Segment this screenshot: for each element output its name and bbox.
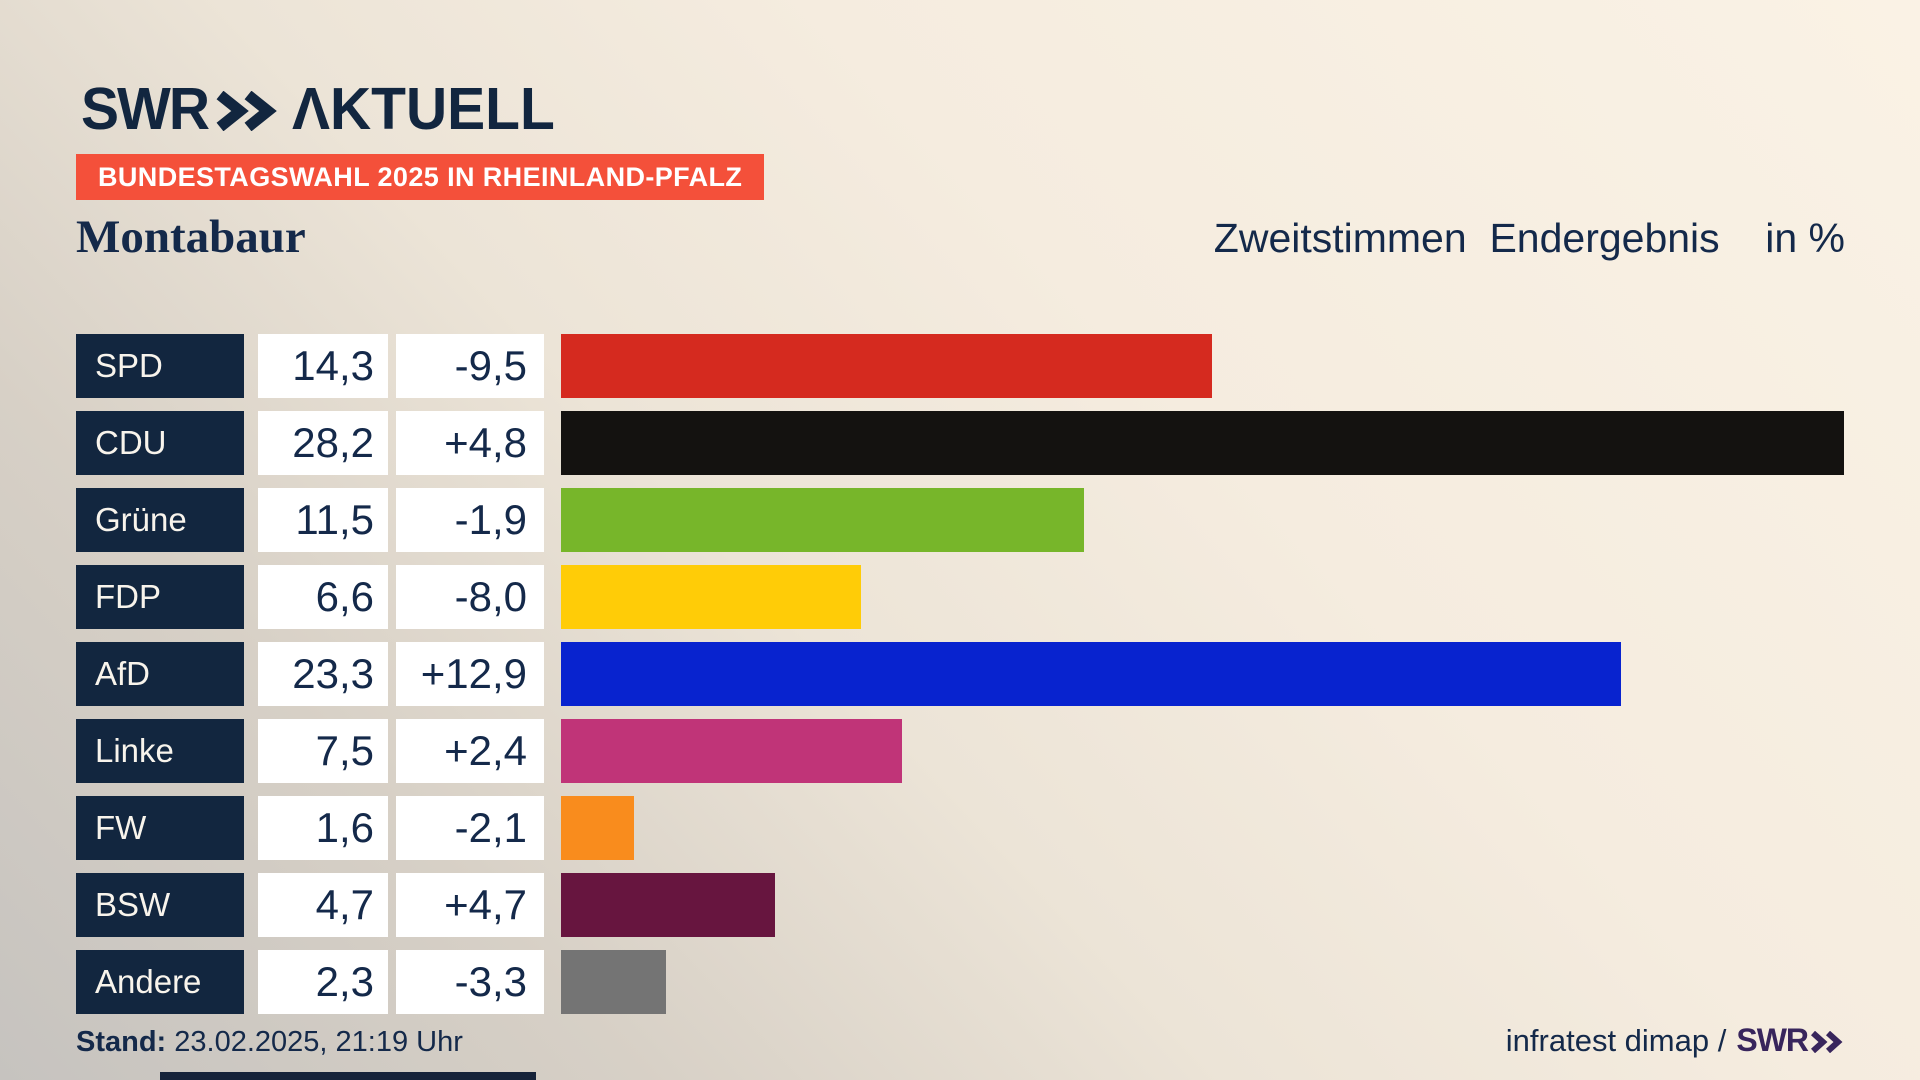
source-credit: infratest dimap / SWR bbox=[1506, 1022, 1845, 1059]
chart-row: FDP 6,6 -8,0 bbox=[76, 565, 1844, 629]
title-row: Montabaur Zweitstimmen Endergebnis in % bbox=[76, 210, 1845, 264]
result-bar bbox=[561, 642, 1621, 706]
change-value: +4,7 bbox=[396, 873, 544, 937]
change-value: -1,9 bbox=[396, 488, 544, 552]
party-label: BSW bbox=[76, 873, 244, 937]
party-label: FW bbox=[76, 796, 244, 860]
result-value: 11,5 bbox=[258, 488, 388, 552]
change-value: +2,4 bbox=[396, 719, 544, 783]
result-value: 4,7 bbox=[258, 873, 388, 937]
result-value: 28,2 bbox=[258, 411, 388, 475]
election-badge: BUNDESTAGSWAHL 2025 IN RHEINLAND-PFALZ bbox=[76, 154, 765, 200]
party-label: FDP bbox=[76, 565, 244, 629]
change-value: -9,5 bbox=[396, 334, 544, 398]
change-value: -3,3 bbox=[396, 950, 544, 1014]
region-title: Montabaur bbox=[76, 211, 306, 263]
result-value: 1,6 bbox=[258, 796, 388, 860]
chart-title: Zweitstimmen Endergebnis in % bbox=[1213, 215, 1845, 261]
chart-row: FW 1,6 -2,1 bbox=[76, 796, 1844, 860]
party-label: AfD bbox=[76, 642, 244, 706]
chart-row: AfD 23,3 +12,9 bbox=[76, 642, 1844, 706]
bottom-accent-bar bbox=[160, 1072, 536, 1080]
result-value: 23,3 bbox=[258, 642, 388, 706]
result-bar bbox=[561, 796, 634, 860]
change-value: +12,9 bbox=[396, 642, 544, 706]
chart-row: BSW 4,7 +4,7 bbox=[76, 873, 1844, 937]
change-value: +4,8 bbox=[396, 411, 544, 475]
footer: Stand: 23.02.2025, 21:19 Uhr infratest d… bbox=[76, 1022, 1845, 1059]
result-value: 7,5 bbox=[258, 719, 388, 783]
result-value: 14,3 bbox=[258, 334, 388, 398]
party-label: Grüne bbox=[76, 488, 244, 552]
result-bar bbox=[561, 488, 1084, 552]
result-bar bbox=[561, 334, 1212, 398]
stand-label: Stand: bbox=[76, 1026, 167, 1058]
change-value: -2,1 bbox=[396, 796, 544, 860]
aktuell-logo-text: ΛKTUELL bbox=[291, 75, 555, 143]
stand-value: 23.02.2025, 21:19 Uhr bbox=[166, 1026, 463, 1058]
result-bar bbox=[561, 565, 861, 629]
result-bar bbox=[561, 719, 902, 783]
result-bar bbox=[561, 950, 666, 1014]
swr-logo-text: SWR bbox=[81, 75, 210, 143]
party-label: Linke bbox=[76, 719, 244, 783]
party-label: SPD bbox=[76, 334, 244, 398]
chart-row: Andere 2,3 -3,3 bbox=[76, 950, 1844, 1014]
result-value: 2,3 bbox=[258, 950, 388, 1014]
bar-chart: SPD 14,3 -9,5 CDU 28,2 +4,8 Grüne 11,5 -… bbox=[76, 334, 1844, 1027]
change-value: -8,0 bbox=[396, 565, 544, 629]
swr-aktuell-logo: SWR ΛKTUELL bbox=[81, 75, 555, 143]
party-label: CDU bbox=[76, 411, 244, 475]
source-text: infratest dimap / bbox=[1505, 1023, 1727, 1058]
chart-row: Grüne 11,5 -1,9 bbox=[76, 488, 1844, 552]
party-label: Andere bbox=[76, 950, 244, 1014]
chart-row: Linke 7,5 +2,4 bbox=[76, 719, 1844, 783]
chart-row: CDU 28,2 +4,8 bbox=[76, 411, 1844, 475]
swr-double-chevron-icon bbox=[216, 91, 282, 131]
result-value: 6,6 bbox=[258, 565, 388, 629]
result-bar bbox=[561, 873, 775, 937]
timestamp: Stand: 23.02.2025, 21:19 Uhr bbox=[76, 1026, 463, 1059]
chart-row: SPD 14,3 -9,5 bbox=[76, 334, 1844, 398]
swr-footer-chevron-icon bbox=[1811, 1031, 1843, 1053]
swr-footer-logo: SWR bbox=[1736, 1022, 1845, 1059]
result-bar bbox=[561, 411, 1844, 475]
